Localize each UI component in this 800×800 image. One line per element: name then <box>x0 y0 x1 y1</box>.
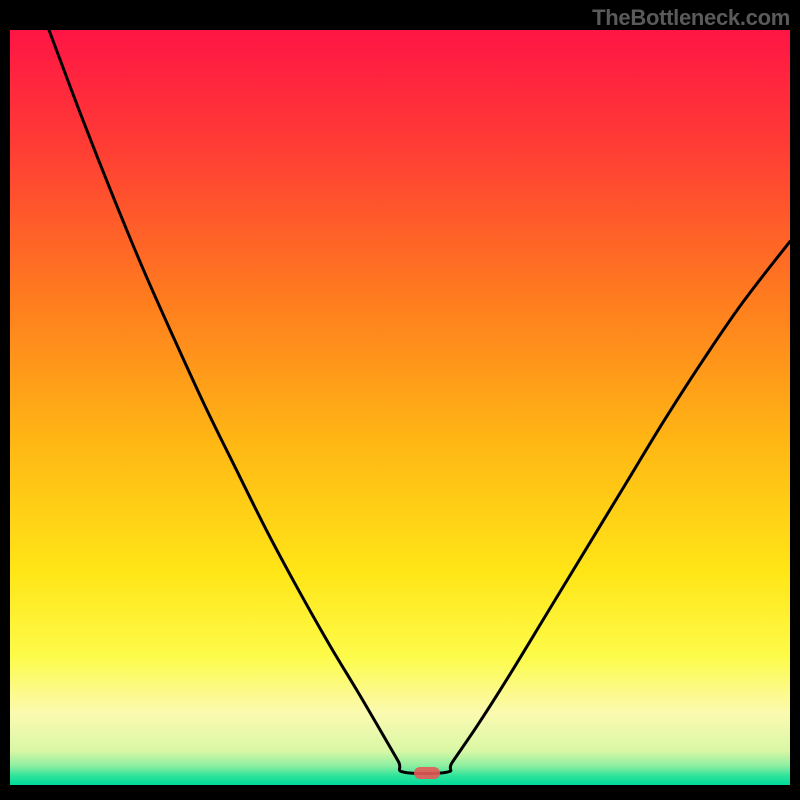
valley-marker <box>414 767 440 779</box>
chart-frame: TheBottleneck.com <box>0 0 800 800</box>
watermark-text: TheBottleneck.com <box>592 5 790 31</box>
bottleneck-curve <box>10 30 790 785</box>
curve-path <box>49 30 790 774</box>
plot-area <box>10 30 790 785</box>
